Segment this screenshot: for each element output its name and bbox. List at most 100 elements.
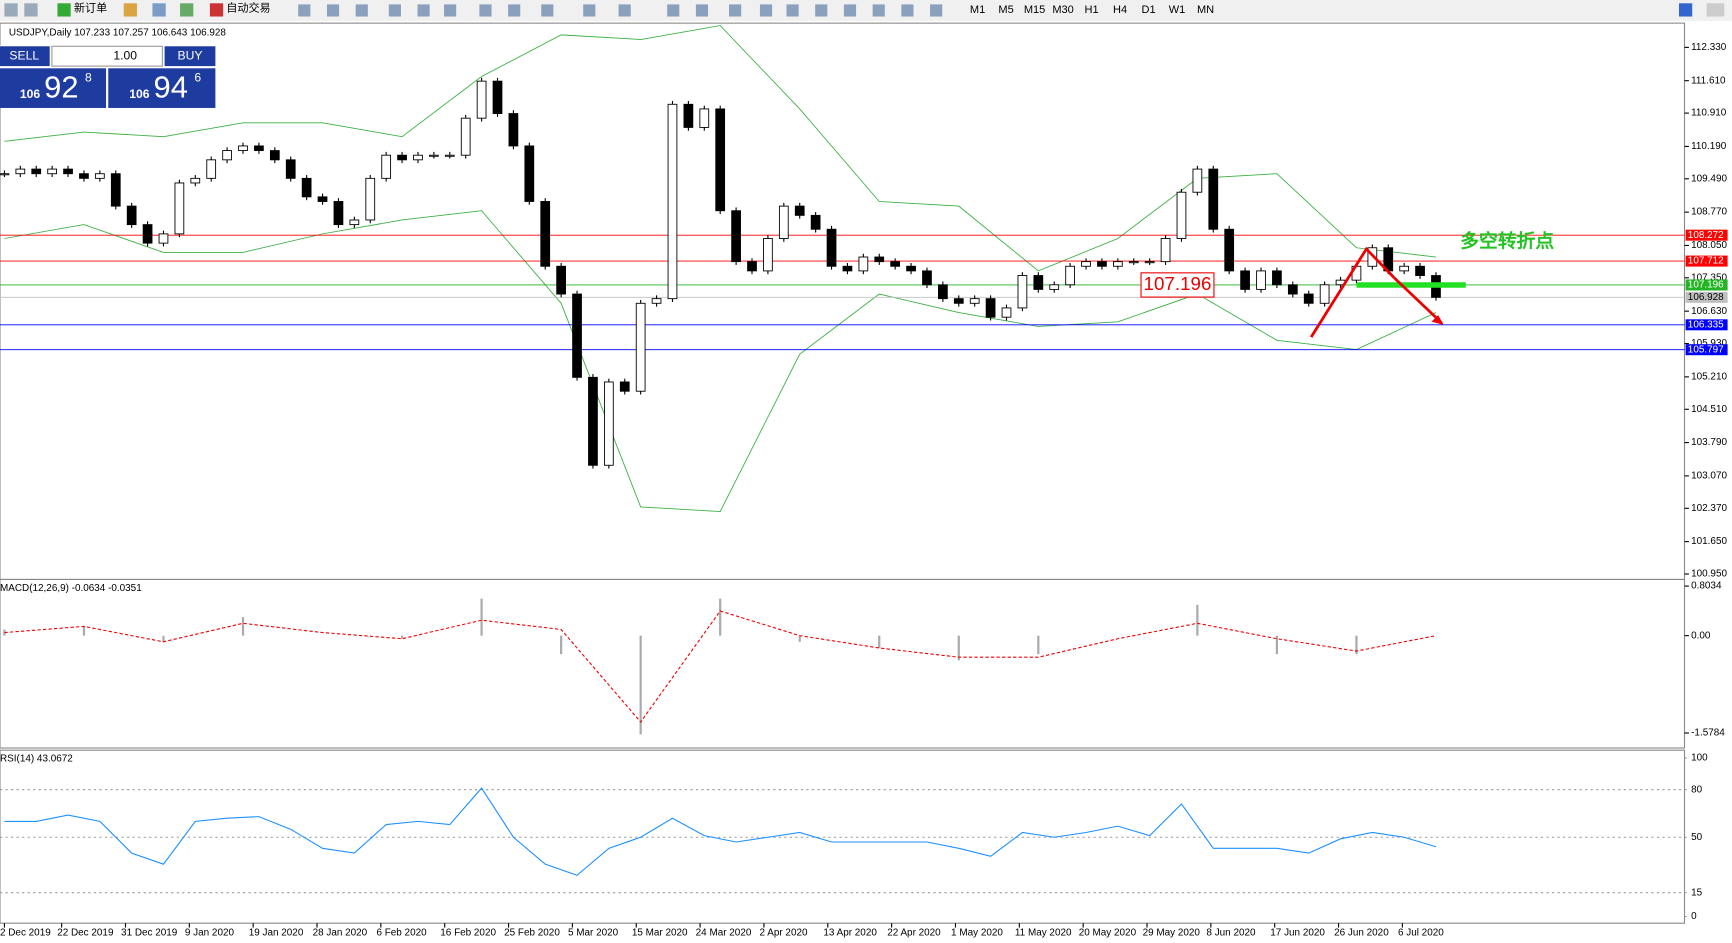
timeframe[interactable]: M15	[1024, 4, 1045, 16]
timeframe[interactable]: M1	[970, 4, 985, 16]
y-tick-label: 108.770	[1691, 207, 1727, 218]
rsi-label: RSI(14) 43.0672	[0, 754, 73, 765]
tool-icon[interactable]	[901, 4, 914, 17]
candle	[1224, 228, 1235, 272]
arrowhead	[1431, 315, 1444, 325]
timeframe[interactable]: H1	[1085, 4, 1099, 16]
icon[interactable]	[152, 3, 166, 17]
price-prefix: 106	[129, 87, 150, 101]
x-tick-label: 8 Jun 2020	[1206, 928, 1256, 939]
candle	[667, 103, 678, 300]
candle	[540, 201, 551, 267]
timeframe[interactable]: D1	[1141, 4, 1155, 16]
icon[interactable]	[123, 3, 137, 17]
y-tick-label: 15	[1691, 887, 1703, 898]
y-tick-label: 0.00	[1691, 630, 1711, 641]
x-tick-label: 6 Jul 2020	[1398, 928, 1444, 939]
tool-icon[interactable]	[298, 4, 311, 17]
level-label: 106.335	[1688, 319, 1724, 330]
candle	[381, 154, 392, 179]
lot-input[interactable]	[51, 45, 163, 67]
tool-icon[interactable]	[388, 4, 401, 17]
auto-trading[interactable]: 自动交易	[226, 1, 270, 15]
tool-icon[interactable]	[417, 4, 430, 17]
tool-icon[interactable]	[326, 4, 340, 17]
candle	[508, 113, 519, 147]
icon[interactable]	[24, 3, 38, 17]
drawings	[1309, 246, 1444, 338]
y-tick-label: 108.050	[1691, 240, 1727, 251]
tool-icon[interactable]	[815, 4, 828, 17]
macd-bar	[1355, 635, 1358, 655]
candle	[683, 103, 694, 128]
sell-price-box[interactable]	[0, 68, 107, 108]
x-tick-label: 2 Apr 2020	[760, 928, 808, 939]
candle	[142, 224, 153, 244]
candle	[15, 168, 26, 175]
y-tick-label: 105.930	[1691, 338, 1727, 349]
x-tick-label: 1 May 2020	[951, 928, 1003, 939]
candle	[1017, 275, 1028, 309]
candle	[254, 145, 264, 152]
x-tick-label: 17 Jun 2020	[1270, 928, 1325, 939]
macd-bar	[162, 635, 165, 642]
y-tick-label: 102.370	[1691, 503, 1727, 514]
candle	[31, 168, 42, 175]
buy[interactable]: BUY	[178, 48, 203, 62]
buy-price-box[interactable]	[108, 68, 216, 108]
candle	[985, 298, 996, 318]
tool-icon[interactable]	[729, 4, 742, 17]
macd-bar	[1037, 635, 1040, 655]
level-tag	[1685, 344, 1728, 356]
sell-button[interactable]	[0, 46, 50, 67]
macd-panel	[0, 578, 1686, 749]
search-icon[interactable]	[1678, 3, 1693, 17]
tool-icon[interactable]	[667, 4, 680, 17]
new-order[interactable]: 新订单	[74, 1, 107, 15]
candle	[1176, 191, 1187, 239]
tool-icon[interactable]	[541, 4, 554, 17]
lot[interactable]: 1.00	[113, 48, 137, 62]
candle	[619, 381, 630, 392]
buy-button[interactable]	[164, 46, 216, 67]
tool-icon[interactable]	[583, 4, 596, 17]
tool-icon[interactable]	[843, 4, 857, 17]
candle	[1065, 265, 1075, 286]
x-tick-label: 28 Jan 2020	[313, 928, 368, 939]
icon[interactable]	[180, 3, 194, 17]
y-tick-label: 101.650	[1691, 536, 1727, 547]
candle	[842, 265, 853, 272]
timeframe[interactable]: M30	[1052, 4, 1073, 16]
candle	[953, 298, 964, 304]
auto-trading-icon[interactable]	[209, 3, 224, 17]
timeframe[interactable]: M5	[998, 4, 1013, 16]
new-order-icon[interactable]	[57, 3, 71, 17]
timeframe[interactable]: MN	[1197, 4, 1214, 16]
y-tick-label: 0.8034	[1691, 581, 1722, 592]
tool-icon[interactable]	[930, 4, 943, 17]
level-tag	[1685, 319, 1728, 331]
tool-icon[interactable]	[695, 4, 709, 17]
macd-bar	[560, 635, 563, 655]
tool-icon[interactable]	[355, 4, 368, 17]
candle	[1399, 265, 1410, 272]
tool-icon[interactable]	[479, 4, 492, 17]
tool-icon[interactable]	[508, 4, 521, 17]
candle	[922, 270, 932, 286]
tool-icon[interactable]	[618, 4, 631, 17]
timeframe[interactable]: H4	[1113, 4, 1127, 16]
macd-label: MACD(12,26,9) -0.0634 -0.0351	[0, 583, 142, 594]
tool-icon[interactable]	[786, 4, 799, 17]
macd-bar	[1275, 635, 1279, 655]
tool-icon[interactable]	[759, 4, 773, 17]
chat-icon[interactable]	[1706, 3, 1725, 17]
tool-icon[interactable]	[872, 4, 885, 17]
x-tick-label: 6 Feb 2020	[376, 928, 427, 939]
tool-icon[interactable]	[444, 4, 457, 17]
macd-bar	[878, 635, 881, 648]
timeframe[interactable]: W1	[1169, 4, 1186, 16]
sell[interactable]: SELL	[9, 48, 39, 62]
icon[interactable]	[4, 3, 18, 17]
level-tag	[1685, 255, 1728, 267]
y-tick-label: 109.490	[1691, 173, 1727, 184]
